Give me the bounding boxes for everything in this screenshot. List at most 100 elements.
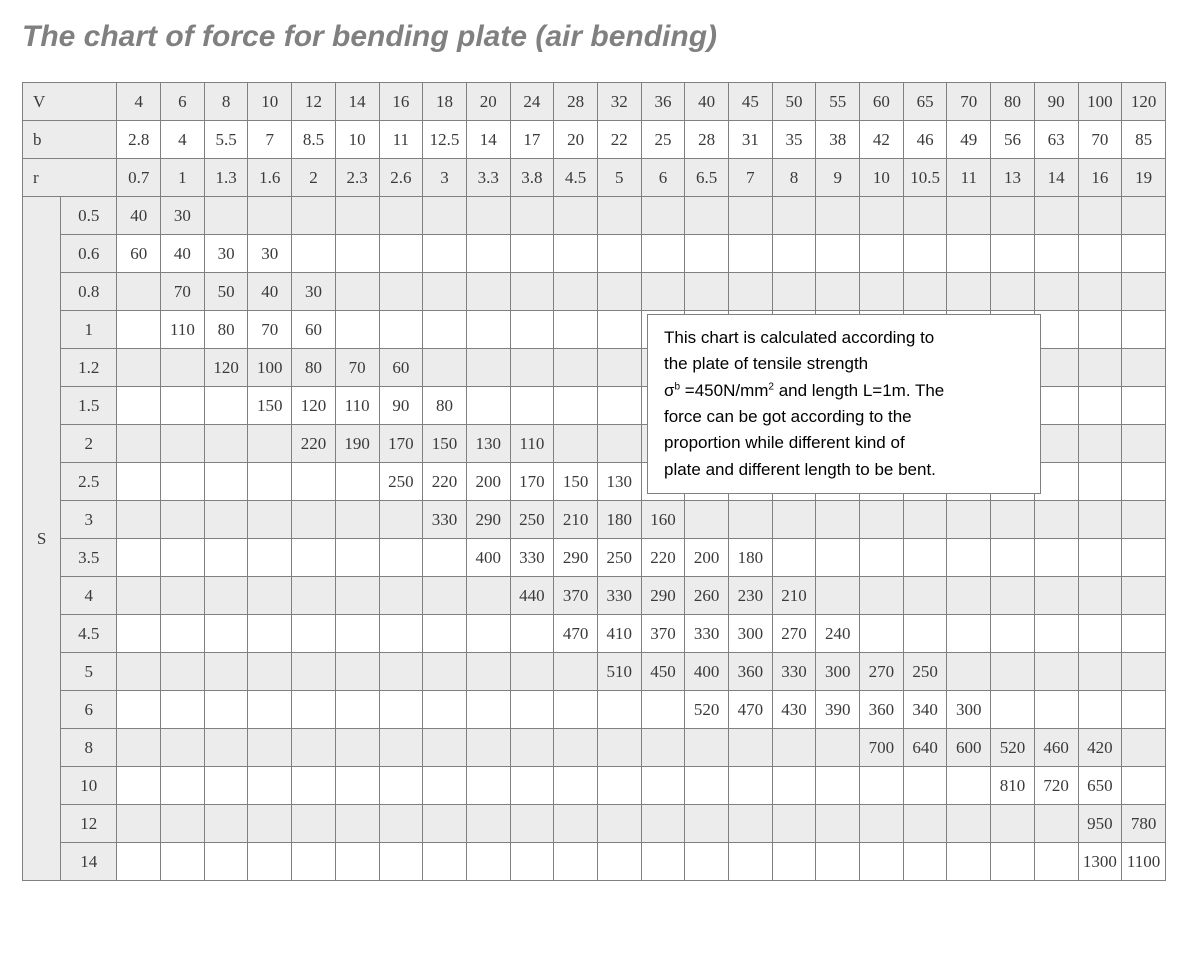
force-cell (1122, 615, 1166, 653)
b-header-col-0: 2.8 (117, 121, 161, 159)
force-cell (947, 235, 991, 273)
force-cell (1122, 349, 1166, 387)
s-value: 2 (61, 425, 117, 463)
v-header-col-0: 4 (117, 83, 161, 121)
force-cell: 70 (248, 311, 292, 349)
s-value: 0.5 (61, 197, 117, 235)
force-cell (204, 691, 248, 729)
force-cell (860, 501, 904, 539)
s-value: 1.2 (61, 349, 117, 387)
force-cell (860, 273, 904, 311)
v-header-col-16: 55 (816, 83, 860, 121)
force-cell: 170 (379, 425, 423, 463)
force-cell (161, 843, 205, 881)
force-cell: 120 (204, 349, 248, 387)
note-line2: the plate of tensile strength (664, 354, 868, 373)
force-cell (423, 653, 467, 691)
force-cell: 600 (947, 729, 991, 767)
table-row: 0.870504030 (23, 273, 1166, 311)
force-cell (117, 501, 161, 539)
force-cell (204, 425, 248, 463)
force-cell: 30 (161, 197, 205, 235)
force-cell (991, 691, 1035, 729)
r-header-col-8: 3.3 (466, 159, 510, 197)
b-header-col-23: 85 (1122, 121, 1166, 159)
force-cell (597, 691, 641, 729)
force-cell (729, 767, 773, 805)
s-value: 3.5 (61, 539, 117, 577)
v-header-col-13: 40 (685, 83, 729, 121)
force-cell (292, 197, 336, 235)
force-cell (204, 197, 248, 235)
force-cell (1034, 273, 1078, 311)
force-cell (729, 197, 773, 235)
force-cell (117, 463, 161, 501)
r-header-col-1: 1 (161, 159, 205, 197)
force-cell: 270 (860, 653, 904, 691)
force-cell (379, 805, 423, 843)
force-cell (510, 273, 554, 311)
force-cell (510, 729, 554, 767)
force-cell: 220 (423, 463, 467, 501)
s-value: 12 (61, 805, 117, 843)
force-cell (335, 615, 379, 653)
force-cell (117, 653, 161, 691)
force-cell (1078, 463, 1122, 501)
b-header-label: b (23, 121, 117, 159)
force-cell (903, 501, 947, 539)
force-cell (903, 767, 947, 805)
r-header-col-10: 4.5 (554, 159, 598, 197)
force-cell (554, 653, 598, 691)
force-cell: 340 (903, 691, 947, 729)
force-cell: 150 (554, 463, 598, 501)
force-cell (991, 615, 1035, 653)
force-cell (204, 843, 248, 881)
force-cell (641, 273, 685, 311)
force-cell (117, 387, 161, 425)
force-cell (161, 501, 205, 539)
s-value: 14 (61, 843, 117, 881)
force-cell: 460 (1034, 729, 1078, 767)
force-cell (161, 425, 205, 463)
force-cell (510, 843, 554, 881)
table-row: 4.5470410370330300270240 (23, 615, 1166, 653)
force-cell: 190 (335, 425, 379, 463)
force-cell (117, 729, 161, 767)
s-value: 0.8 (61, 273, 117, 311)
force-cell (423, 767, 467, 805)
force-cell (641, 197, 685, 235)
force-cell (466, 311, 510, 349)
force-cell (1034, 501, 1078, 539)
force-cell (1078, 425, 1122, 463)
force-cell (1078, 539, 1122, 577)
r-header-label: r (23, 159, 117, 197)
r-header-col-6: 2.6 (379, 159, 423, 197)
force-cell: 250 (597, 539, 641, 577)
force-cell (1078, 577, 1122, 615)
force-cell (204, 577, 248, 615)
v-header-col-10: 28 (554, 83, 598, 121)
force-cell (510, 311, 554, 349)
force-cell (117, 425, 161, 463)
v-header-col-1: 6 (161, 83, 205, 121)
force-cell (816, 273, 860, 311)
force-cell: 270 (772, 615, 816, 653)
force-cell (772, 729, 816, 767)
force-cell (335, 197, 379, 235)
force-cell: 110 (510, 425, 554, 463)
force-cell: 50 (204, 273, 248, 311)
force-cell: 360 (860, 691, 904, 729)
b-header-col-12: 25 (641, 121, 685, 159)
force-cell: 250 (510, 501, 554, 539)
force-cell: 240 (816, 615, 860, 653)
force-cell (292, 501, 336, 539)
v-header-col-6: 16 (379, 83, 423, 121)
force-cell (903, 615, 947, 653)
force-cell (161, 539, 205, 577)
force-cell: 170 (510, 463, 554, 501)
force-cell: 300 (816, 653, 860, 691)
force-cell (248, 539, 292, 577)
force-cell (510, 349, 554, 387)
force-cell (423, 691, 467, 729)
force-cell (1078, 273, 1122, 311)
